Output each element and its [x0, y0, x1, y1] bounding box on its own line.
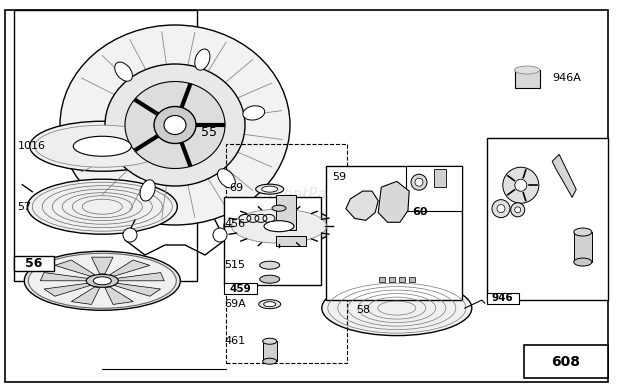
Bar	[14, 256, 54, 271]
Ellipse shape	[164, 115, 186, 135]
Ellipse shape	[195, 49, 210, 70]
FancyArrowPatch shape	[556, 167, 575, 189]
Polygon shape	[92, 257, 113, 274]
Polygon shape	[110, 260, 150, 276]
Ellipse shape	[125, 82, 225, 168]
Circle shape	[515, 179, 527, 191]
Polygon shape	[552, 154, 576, 197]
Bar	[399, 277, 405, 282]
Bar	[524, 345, 608, 378]
Bar	[487, 138, 608, 300]
Text: 59: 59	[332, 172, 346, 183]
Ellipse shape	[260, 261, 280, 269]
Circle shape	[497, 205, 505, 213]
Circle shape	[411, 174, 427, 190]
Ellipse shape	[93, 277, 112, 285]
Ellipse shape	[73, 136, 131, 156]
Text: 58: 58	[356, 305, 371, 315]
Polygon shape	[40, 273, 88, 281]
Ellipse shape	[264, 302, 276, 307]
Ellipse shape	[574, 258, 592, 266]
Bar	[389, 277, 395, 282]
Ellipse shape	[29, 253, 176, 308]
Ellipse shape	[255, 184, 284, 194]
Ellipse shape	[105, 64, 245, 186]
Ellipse shape	[263, 358, 277, 364]
Bar	[263, 341, 277, 361]
Bar	[409, 277, 415, 282]
Ellipse shape	[264, 221, 294, 232]
Text: 608: 608	[551, 355, 580, 369]
Circle shape	[503, 167, 539, 203]
Ellipse shape	[224, 206, 334, 246]
Text: 456: 456	[224, 219, 246, 229]
Bar	[276, 236, 306, 246]
Text: 946A: 946A	[552, 73, 581, 83]
Circle shape	[415, 178, 423, 186]
Text: 69A: 69A	[224, 299, 246, 309]
Polygon shape	[71, 287, 100, 305]
Circle shape	[123, 228, 137, 242]
Text: 946: 946	[492, 293, 514, 303]
Text: eReplacementParts.com: eReplacementParts.com	[198, 188, 385, 202]
Ellipse shape	[260, 275, 280, 283]
Ellipse shape	[140, 180, 155, 201]
Polygon shape	[44, 283, 91, 296]
Bar	[515, 70, 540, 88]
Ellipse shape	[231, 209, 327, 243]
Circle shape	[515, 207, 521, 213]
Polygon shape	[114, 283, 161, 296]
Ellipse shape	[86, 274, 118, 287]
Bar	[224, 197, 321, 285]
Text: 56: 56	[25, 257, 43, 270]
Bar	[574, 232, 592, 262]
Bar	[406, 166, 462, 211]
Text: 60: 60	[412, 207, 428, 217]
Ellipse shape	[30, 121, 175, 171]
Ellipse shape	[218, 169, 236, 188]
Bar	[14, 10, 197, 281]
Bar	[226, 144, 347, 363]
Ellipse shape	[243, 106, 265, 120]
Text: 69: 69	[229, 183, 244, 193]
Polygon shape	[105, 287, 133, 305]
Ellipse shape	[24, 251, 180, 310]
Bar	[276, 195, 296, 230]
Ellipse shape	[574, 228, 592, 236]
Circle shape	[213, 228, 227, 242]
Text: 1016: 1016	[17, 141, 45, 151]
Ellipse shape	[262, 186, 278, 192]
Text: 57: 57	[17, 202, 32, 212]
Ellipse shape	[115, 62, 133, 81]
Ellipse shape	[35, 125, 170, 167]
Ellipse shape	[27, 179, 177, 234]
Polygon shape	[55, 260, 95, 276]
Circle shape	[492, 200, 510, 218]
Text: 515: 515	[224, 260, 246, 270]
Bar	[260, 265, 280, 279]
Bar	[434, 169, 446, 187]
Ellipse shape	[60, 25, 290, 225]
Text: 459: 459	[229, 284, 252, 294]
Bar	[224, 283, 257, 294]
Ellipse shape	[259, 300, 281, 309]
Text: 461: 461	[224, 336, 246, 346]
Ellipse shape	[322, 280, 472, 336]
Polygon shape	[346, 191, 378, 220]
Bar	[326, 166, 462, 300]
Ellipse shape	[272, 205, 286, 211]
Ellipse shape	[154, 106, 196, 144]
Polygon shape	[117, 273, 164, 281]
Polygon shape	[378, 181, 409, 222]
Ellipse shape	[515, 66, 539, 74]
Text: 55: 55	[202, 126, 218, 139]
Ellipse shape	[263, 338, 277, 344]
Bar	[487, 292, 519, 304]
Circle shape	[511, 203, 525, 217]
Bar	[379, 277, 385, 282]
